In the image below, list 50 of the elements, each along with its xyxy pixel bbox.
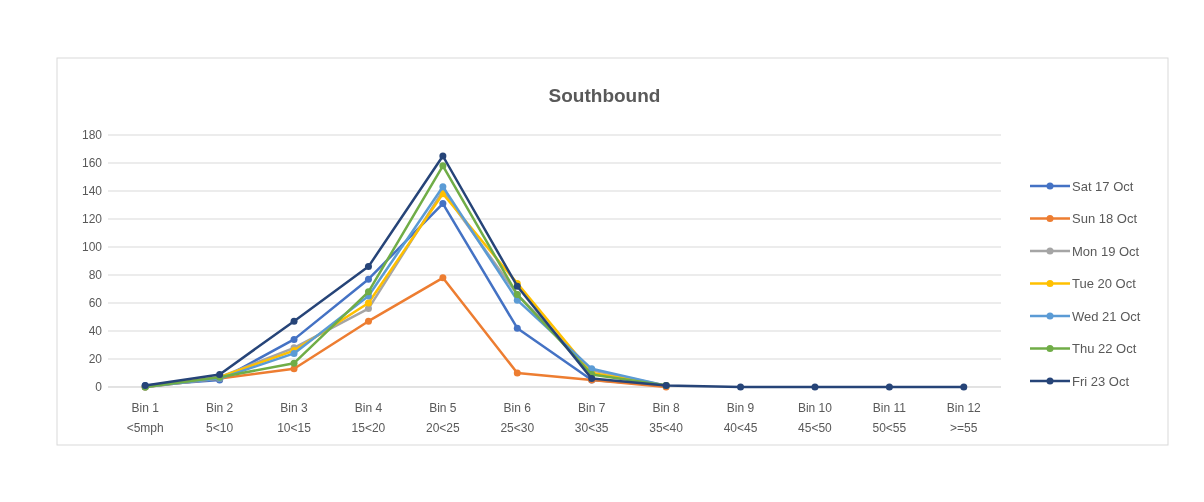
point <box>364 275 372 283</box>
legend-label: Wed 21 Oct <box>1072 308 1141 324</box>
point <box>513 324 521 332</box>
point <box>885 383 893 391</box>
y-tick-label: 0 <box>95 380 103 394</box>
point <box>364 305 372 313</box>
x-tick-label: Bin 1 <5mph <box>126 401 164 435</box>
x-tick-label: Bin 7 30<35 <box>574 401 609 435</box>
point <box>364 263 372 271</box>
point <box>439 274 447 282</box>
legend-label: Tue 20 Oct <box>1072 276 1137 291</box>
legend-label: Sun 18 Oct <box>1072 211 1138 226</box>
point <box>811 383 819 391</box>
point <box>513 369 521 377</box>
chart-title: Southbound <box>548 85 661 106</box>
point <box>364 299 372 307</box>
legend-label: Thu 22 Oct <box>1072 341 1137 356</box>
x-tick-label: Bin 12 >=55 <box>946 401 982 435</box>
y-tick-label: 140 <box>81 184 103 198</box>
point <box>737 383 745 391</box>
y-tick-label: 120 <box>81 212 103 226</box>
y-tick-label: 40 <box>88 324 103 338</box>
x-tick-label: Bin 9 40<45 <box>723 401 758 435</box>
point <box>364 288 372 296</box>
x-tick-label: Bin 10 45<50 <box>797 401 833 435</box>
y-tick-label: 100 <box>81 240 103 254</box>
point <box>439 183 447 191</box>
legend-label: Fri 23 Oct <box>1072 373 1130 389</box>
point <box>439 162 447 170</box>
legend-label: Sat 17 Oct <box>1072 178 1134 194</box>
y-tick-label: 20 <box>88 352 103 366</box>
y-tick-label: 180 <box>81 128 103 142</box>
y-tick-label: 160 <box>81 156 103 170</box>
x-tick-label: Bin 4 15<20 <box>351 401 386 435</box>
x-tick-label: Bin 2 5<10 <box>205 401 234 435</box>
x-tick-label: Bin 5 20<25 <box>426 401 461 435</box>
x-tick-label: Bin 6 25<30 <box>500 401 535 435</box>
point <box>290 359 298 367</box>
point <box>364 317 372 325</box>
point <box>290 335 298 343</box>
point <box>439 200 447 208</box>
y-tick-label: 60 <box>88 296 103 310</box>
x-tick-label: Bin 8 35<40 <box>649 401 684 435</box>
x-tick-label: Bin 3 10<15 <box>277 401 312 435</box>
point <box>960 383 968 391</box>
y-tick-label: 80 <box>88 268 103 282</box>
x-tick-label: Bin 11 50<55 <box>872 401 907 435</box>
point <box>290 317 298 325</box>
legend-label: Mon 19 Oct <box>1072 243 1140 259</box>
point <box>439 152 447 160</box>
